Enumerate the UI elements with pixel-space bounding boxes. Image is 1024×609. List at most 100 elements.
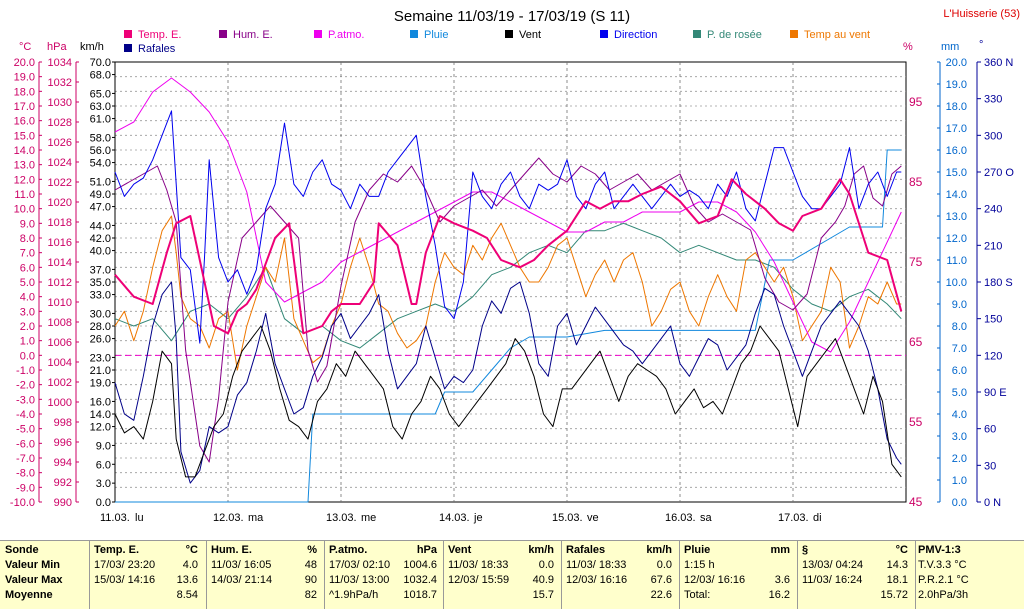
pressure-tick-label: 1020 [48,197,72,209]
temp-tick-label: 18.0 [14,86,35,98]
stats-vent-avg-value: 15.7 [532,589,554,601]
rain-tick-label: 12.0 [946,233,967,245]
humidity-tick-label: 45 [909,495,923,509]
stats-pluie-unit: mm [770,544,790,556]
pressure-tick-label: 1028 [48,117,72,129]
temp-tick-label: 14.0 [14,145,35,157]
pressure-unit-label: hPa [47,41,67,53]
stats-hum-min-value: 48 [304,559,317,571]
legend-swatch [219,30,227,38]
humidity-tick-label: 95 [909,95,923,109]
stats-row-max-label: Valeur Max [5,574,63,586]
series-line [114,325,902,478]
temp-tick-label: 6.0 [20,262,35,274]
wind-tick-label: 26.0 [90,334,111,346]
stats-panel: Sonde Valeur Min Valeur Max Moyenne Temp… [0,540,1024,609]
stats-patmo-min-value: 1004.6 [403,559,437,571]
rain-tick-label: 4.0 [952,409,967,421]
humidity-tick-label: 75 [909,255,923,269]
rain-tick-label: 1.0 [952,475,967,487]
x-date-label: 12.03. [213,512,244,524]
stats-vent-max-time: 12/03/ 15:59 [448,574,510,586]
stats-s-max-value: 18.1 [886,574,908,586]
stats-pluie-block: Pluie mm 1:15 h 12/03/ 16:16 3.6 Total: 16.… [682,541,792,609]
legend-label: Hum. E. [233,29,273,41]
stats-rafales-max-value: 67.6 [650,574,672,586]
stats-temp-max-time: 15/03/ 14:16 [94,574,156,586]
direction-unit-label: ° [979,39,983,51]
humidity-tick-label: 65 [909,335,923,349]
wind-tick-label: 16.0 [90,396,111,408]
stats-patmo-min-time: 17/03/ 02:10 [329,559,391,571]
stats-vent-block: Vent km/h 11/03/ 18:33 0.0 12/03/ 15:59 40.… [446,541,556,609]
temp-tick-label: -9.0 [16,482,35,494]
legend-swatch [790,30,798,38]
temp-tick-label: 10.0 [14,204,35,216]
direction-tick-label: 180 S [984,277,1013,289]
stats-patmo-max-value: 1032.4 [403,574,437,586]
rain-tick-label: 8.0 [952,321,967,333]
direction-tick-label: 270 O [984,167,1014,179]
stats-s-max-time: 11/03/ 16:24 [802,574,863,586]
x-day-label: sa [700,512,713,524]
rain-tick-label: 20.0 [946,57,967,69]
stats-pluie-duration: 1:15 h [684,559,715,571]
wind-tick-label: 23.0 [90,352,111,364]
temp-tick-label: 8.0 [20,233,35,245]
stats-vent-title: Vent [448,544,472,556]
x-day-label: lu [135,512,144,524]
pressure-tick-label: 990 [54,497,72,509]
legend-swatch [314,30,322,38]
humidity-tick-label: 55 [909,415,923,429]
stats-rafales-unit: km/h [646,544,672,556]
wind-tick-label: 0.0 [96,497,111,509]
pressure-tick-label: 994 [54,457,72,469]
stats-temp-block: Temp. E. °C 17/03/ 23:20 4.0 15/03/ 14:16 1… [92,541,200,609]
stats-row-avg-label: Moyenne [5,589,53,601]
axis-unit-labels: °C hPa km/h% mm ° [19,39,983,53]
direction-tick-label: 210 [984,240,1002,252]
temp-tick-label: 13.0 [14,160,35,172]
legend-swatch [600,30,608,38]
stats-pmv-row-3: 2.0hPa/3h [918,589,969,601]
pressure-tick-label: 1032 [48,77,72,89]
wind-tick-label: 49.0 [90,189,111,201]
temp-tick-label: 3.0 [20,306,35,318]
legend-label: Temp au vent [804,29,870,41]
stats-vent-max-value: 40.9 [532,574,554,586]
stats-pluie-max-value: 3.6 [774,574,790,586]
temp-tick-label: 4.0 [20,292,35,304]
x-date-label: 16.03. [665,512,696,524]
stats-divider [679,541,680,609]
stats-patmo-avg-value: 1018.7 [403,589,437,601]
pressure-tick-label: 1002 [48,377,72,389]
stats-patmo-trend: ^1.9hPa/h [329,589,379,601]
stats-hum-max-time: 14/03/ 21:14 [211,574,273,586]
wind-tick-label: 58.0 [90,132,111,144]
wind-tick-label: 51.0 [90,176,111,188]
x-day-label: je [473,512,483,524]
temp-unit-label: °C [19,41,31,53]
stats-divider [443,541,444,609]
stats-rafales-min-value: 0.0 [656,559,672,571]
temp-tick-label: 12.0 [14,174,35,186]
temp-tick-label: 2.0 [20,321,35,333]
temp-tick-label: 17.0 [14,101,35,113]
stats-pmv-row-1: T.V.3.3 °C [918,559,967,571]
direction-tick-label: 120 [984,350,1002,362]
temp-tick-label: 19.0 [14,72,35,84]
stats-pluie-title: Pluie [684,544,711,556]
wind-tick-label: 47.0 [90,202,111,214]
wind-tick-label: 21.0 [90,365,111,377]
stats-rafales-block: Rafales km/h 11/03/ 18:33 0.0 12/03/ 16:16… [564,541,674,609]
stats-hum-max-value: 90 [304,574,317,586]
temp-tick-label: 15.0 [14,130,35,142]
wind-tick-label: 12.0 [90,422,111,434]
stats-s-title: § [802,544,809,556]
legend-label: Rafales [138,43,176,55]
chart-legend: Temp. E. Hum. E. P.atmo. Pluie Vent Direction… [124,29,870,55]
x-day-label: me [361,512,376,524]
temp-tick-label: -1.0 [16,365,35,377]
wind-tick-label: 65.0 [90,88,111,100]
stats-temp-avg-value: 8.54 [176,589,198,601]
